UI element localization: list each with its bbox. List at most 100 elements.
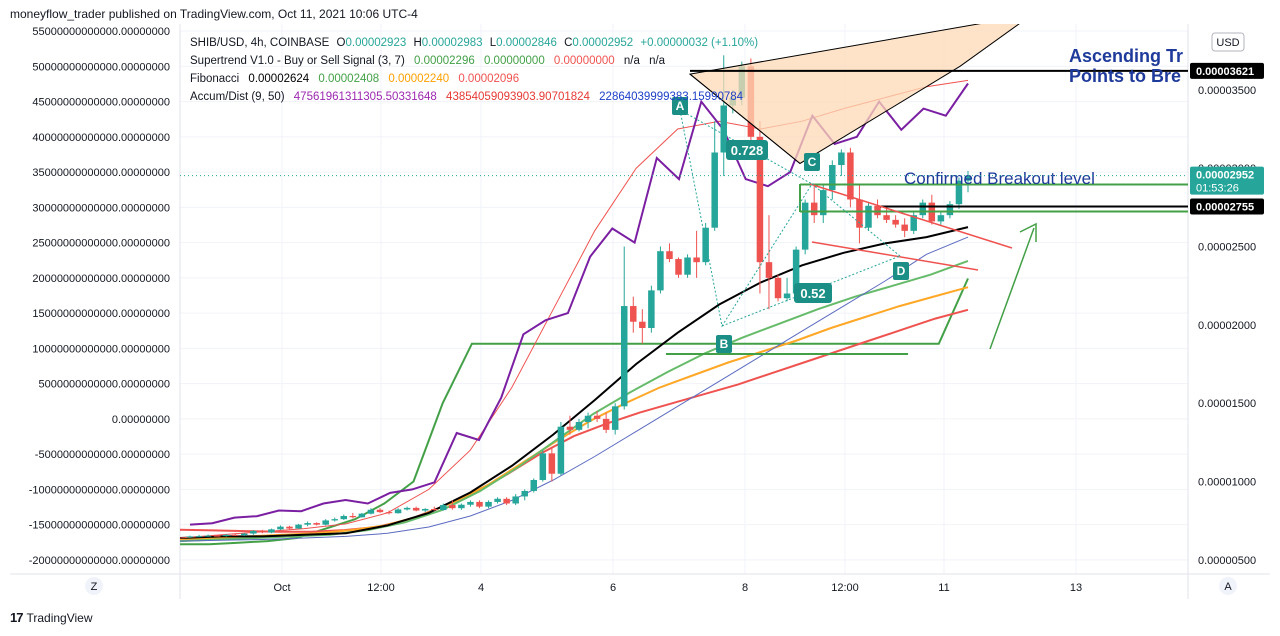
candle-body <box>801 202 809 250</box>
candle-body <box>539 453 547 480</box>
candle-body <box>512 496 519 504</box>
candle-body <box>711 152 718 228</box>
point-label-bg <box>672 97 688 115</box>
point-label: B <box>720 337 729 351</box>
candle-body <box>503 498 510 504</box>
candle-body <box>792 249 800 294</box>
candle-body <box>295 524 302 529</box>
breakout-arrow-icon <box>989 227 1035 350</box>
candle-body <box>919 202 927 216</box>
currency-button[interactable]: USD <box>1211 32 1245 52</box>
time-axis-label: 4 <box>478 582 484 594</box>
candle-body <box>521 490 528 497</box>
candle-body <box>611 406 619 430</box>
candle-body <box>829 165 836 191</box>
candle-body <box>213 535 221 537</box>
channel-upper-line <box>809 183 1013 249</box>
price-tag-label: 0.00002755 <box>1196 202 1254 214</box>
candle-body <box>431 508 438 511</box>
candle-body <box>557 426 565 474</box>
point-label-bg <box>804 153 820 171</box>
candle-body <box>838 152 845 166</box>
price-tag-bg <box>1190 62 1264 79</box>
left-axis-label: 50000000000000.00000000 <box>32 61 170 73</box>
time-axis-label: 12:00 <box>367 582 395 594</box>
candle-body <box>250 530 257 534</box>
candle-body <box>774 277 782 299</box>
candle-body <box>195 536 203 538</box>
candle-body <box>530 479 538 491</box>
candle-body <box>575 422 583 430</box>
point-label-bg <box>893 262 909 280</box>
time-axis-label: 13 <box>1070 582 1082 594</box>
candle-body <box>856 199 863 228</box>
candle-body <box>241 533 248 536</box>
left-axis-label: -20000000000000.00000000 <box>29 555 170 567</box>
fib-label-bg <box>726 140 768 160</box>
annotation-title-line1: Ascending Tr <box>1069 46 1183 66</box>
candle-body <box>186 536 194 538</box>
time-axis-label: 11 <box>938 582 949 594</box>
candle-body <box>385 512 393 514</box>
left-axis-label: 35000000000000.00000000 <box>32 167 170 179</box>
time-axis-label: Oct <box>273 582 290 594</box>
candle-body <box>277 526 284 530</box>
left-axis-label: -5000000000000.00000000 <box>35 449 170 461</box>
candle-body <box>449 505 456 509</box>
candle-body <box>304 523 311 525</box>
svg-text:USD: USD <box>1216 37 1239 49</box>
candle-body <box>765 262 773 278</box>
left-axis-label: 45000000000000.00000000 <box>32 97 170 109</box>
candle-body <box>440 505 447 511</box>
price-tag-bg <box>1190 166 1264 195</box>
price-tag-bg <box>1190 198 1264 215</box>
legend-supertrend: Supertrend V1.0 - Buy or Sell Signal (3,… <box>190 55 405 67</box>
price-tag-label: 0.00003621 <box>1196 66 1254 78</box>
legend-symbol: SHIB/USD, 4h, COINBASE <box>190 37 330 49</box>
fib-label-low: 0.52 <box>800 286 825 301</box>
annotation-breakout: Confirmed Breakout level <box>904 169 1095 188</box>
auto-scale-button <box>1219 577 1237 595</box>
auto-scale-label: A <box>1224 581 1232 593</box>
candle-body <box>259 530 266 533</box>
right-axis-label: 0.00002000 <box>1198 320 1256 332</box>
point-label: D <box>897 264 906 278</box>
left-axis-label: 0.00000000 <box>112 414 170 426</box>
right-axis: 0.000035000.000030000.000025000.00002000… <box>1198 85 1256 567</box>
candle-body <box>394 509 402 514</box>
point-label: A <box>676 99 685 113</box>
candle-body <box>955 180 963 205</box>
candle-body <box>593 415 601 419</box>
series-line <box>179 226 969 539</box>
svg-text:Accum/Dist (9, 50) 47561: Accum/Dist (9, 50) 47561961311305.503316… <box>190 91 744 103</box>
candle-body <box>693 257 700 263</box>
candle-body <box>467 501 474 505</box>
price-tag-label: 0.00002952 <box>1196 170 1254 182</box>
left-axis-label: 20000000000000.00000000 <box>32 273 170 285</box>
point-label: C <box>808 155 817 169</box>
annotation-title-line2: Points to Bre <box>1069 66 1181 86</box>
price-tag-countdown: 01:53:26 <box>1196 183 1239 195</box>
tradingview-logo[interactable]: 17 TradingView <box>10 610 93 625</box>
candle-body <box>322 520 329 525</box>
candle-body <box>666 251 673 260</box>
candle-body <box>783 293 791 299</box>
candle-body <box>720 105 727 153</box>
svg-text:SHIB/USD, 4h, COINBASE O: SHIB/USD, 4h, COINBASE O0.00002923 H0.00… <box>190 37 758 49</box>
fib-label-bg <box>794 283 832 303</box>
candle-body <box>648 290 655 328</box>
tradingview-brand: TradingView <box>26 610 93 625</box>
legend: SHIB/USD, 4h, COINBASE O0.00002923 H0.00… <box>190 37 758 103</box>
right-axis-label: 0.00003500 <box>1198 85 1256 97</box>
left-axis-label: 55000000000000.00000000 <box>32 26 170 38</box>
candle-body <box>349 516 357 518</box>
chart-area[interactable]: 55000000000000.00000000 50000000000000.00… <box>0 24 1280 604</box>
candle-body <box>620 306 628 407</box>
left-axis-label: 15000000000000.00000000 <box>32 308 170 320</box>
candle-body <box>964 175 972 181</box>
candle-body <box>485 501 492 507</box>
plot-background <box>10 24 1188 574</box>
left-axis-label: 25000000000000.00000000 <box>32 238 170 250</box>
left-axis-label: -10000000000000.00000000 <box>29 484 170 496</box>
